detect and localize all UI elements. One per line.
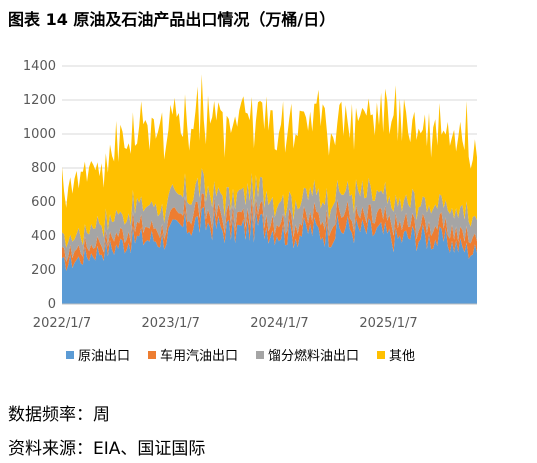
legend-swatch	[148, 350, 157, 359]
y-tick-label: 1000	[23, 127, 56, 142]
y-tick-label: 800	[31, 161, 56, 176]
x-tick-label: 2025/1/7	[359, 316, 417, 331]
y-tick-label: 1200	[23, 93, 56, 108]
series-area-1	[62, 207, 477, 304]
chart-legend: 原油出口 车用汽油出口 馏分燃料油出口 其他	[66, 345, 415, 364]
series-area-2	[62, 193, 477, 272]
legend-item: 车用汽油出口	[148, 345, 238, 364]
y-tick-label: 600	[31, 195, 56, 210]
legend-item: 其他	[377, 345, 415, 364]
legend-item: 原油出口	[66, 345, 130, 364]
legend-label: 其他	[389, 349, 416, 364]
legend-swatch	[66, 350, 74, 359]
y-tick-label: 1400	[23, 59, 56, 74]
legend-label: 原油出口	[78, 349, 131, 364]
x-tick-label: 2024/1/7	[250, 316, 308, 331]
data-frequency-note: 数据频率：周	[8, 405, 110, 425]
x-tick-label: 2022/1/7	[33, 316, 91, 331]
legend-label: 馏分燃料油出口	[268, 349, 360, 364]
legend-swatch	[377, 350, 386, 359]
series-area-4	[62, 74, 477, 248]
legend-swatch	[256, 350, 265, 359]
stacked-area-chart: 0 200 400 600 800 1000 1200 1400 2022/1/7 2023/1/…	[23, 59, 477, 331]
y-tick-label: 400	[31, 229, 56, 244]
chart-title: 图表 14 原油及石油产品出口情况（万桶/日）	[8, 10, 336, 29]
series-area-3	[62, 168, 477, 262]
legend-item: 馏分燃料油出口	[256, 345, 359, 364]
y-tick-label: 200	[31, 263, 56, 278]
data-source-note: 资料来源：EIA、国证国际	[8, 439, 206, 459]
y-tick-label: 0	[48, 297, 56, 312]
legend-label: 车用汽油出口	[160, 349, 239, 364]
x-tick-label: 2023/1/7	[142, 316, 200, 331]
